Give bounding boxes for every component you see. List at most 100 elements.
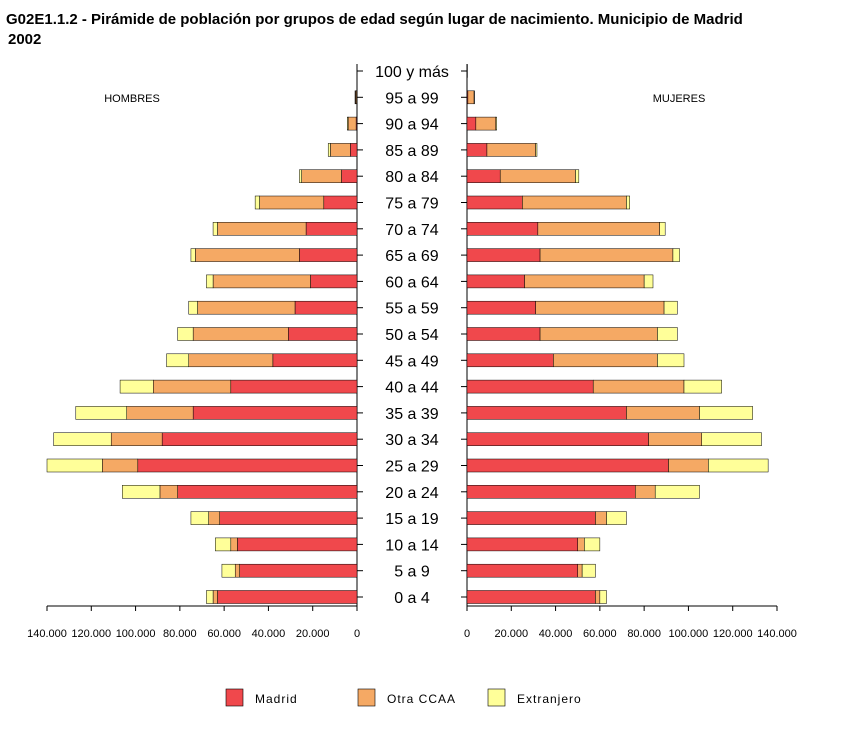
bar-hombres-extranjero-60-a-64 xyxy=(206,274,214,289)
left-tick-label-5: 100.000 xyxy=(116,628,156,640)
bar-mujeres-otra-ccaa-75-a-79 xyxy=(522,195,627,210)
age-label-30-a-34: 30 a 34 xyxy=(385,432,438,449)
bar-mujeres-madrid-75-a-79 xyxy=(466,195,523,210)
bar-mujeres-extranjero-75-a-79 xyxy=(626,195,631,210)
legend-label-extranjero: Extranjero xyxy=(517,692,582,706)
bar-mujeres-extranjero-50-a-54 xyxy=(657,327,678,341)
bar-hombres-otra-ccaa-15-a-19 xyxy=(208,511,220,525)
bar-hombres-otra-ccaa-35-a-39 xyxy=(126,406,194,420)
left-tick-label-4: 80.000 xyxy=(163,628,197,640)
bar-mujeres-madrid-90-a-94 xyxy=(466,116,477,131)
bar-mujeres-extranjero-45-a-49 xyxy=(657,353,685,368)
bar-mujeres-madrid-25-a-29 xyxy=(466,458,669,473)
bar-mujeres-extranjero-30-a-34 xyxy=(701,432,762,446)
age-label-40-a-44: 40 a 44 xyxy=(385,380,438,397)
right-tick-label-0: 0 xyxy=(464,628,470,640)
bar-hombres-otra-ccaa-75-a-79 xyxy=(259,195,325,210)
right-tick-label-6: 120.000 xyxy=(713,628,753,640)
bar-hombres-madrid-85-a-89 xyxy=(350,143,358,157)
bar-hombres-madrid-75-a-79 xyxy=(323,195,358,210)
bar-hombres-madrid-45-a-49 xyxy=(272,353,358,368)
legend-label-madrid: Madrid xyxy=(255,692,298,706)
bar-mujeres-madrid-20-a-24 xyxy=(466,485,636,499)
bar-hombres-otra-ccaa-30-a-34 xyxy=(110,432,163,446)
bar-mujeres-extranjero-80-a-84 xyxy=(575,169,580,183)
bar-hombres-otra-ccaa-10-a-14 xyxy=(230,537,238,552)
right-tick-label-3: 60.000 xyxy=(583,628,617,640)
bar-hombres-extranjero-15-a-19 xyxy=(190,511,209,525)
bar-hombres-otra-ccaa-65-a-69 xyxy=(195,248,300,262)
bar-mujeres-otra-ccaa-80-a-84 xyxy=(499,169,576,183)
bar-hombres-extranjero-0-a-4 xyxy=(206,590,214,604)
bar-mujeres-extranjero-25-a-29 xyxy=(708,458,769,473)
bar-hombres-otra-ccaa-85-a-89 xyxy=(330,143,351,157)
bar-mujeres-madrid-55-a-59 xyxy=(466,300,536,315)
age-label-95-a-99: 95 a 99 xyxy=(385,90,438,107)
bar-hombres-madrid-20-a-24 xyxy=(177,485,358,499)
bar-mujeres-madrid-85-a-89 xyxy=(466,143,488,157)
left-tick-label-6: 120.000 xyxy=(71,628,111,640)
bar-mujeres-otra-ccaa-70-a-74 xyxy=(537,222,660,236)
age-label-55-a-59: 55 a 59 xyxy=(385,301,438,318)
bar-hombres-extranjero-65-a-69 xyxy=(190,248,196,262)
bar-hombres-extranjero-45-a-49 xyxy=(166,353,189,368)
bar-mujeres-extranjero-20-a-24 xyxy=(654,485,700,499)
left-tick-label-1: 20.000 xyxy=(296,628,330,640)
legend-swatch-extranjero xyxy=(487,688,506,707)
age-label-85-a-89: 85 a 89 xyxy=(385,143,438,160)
bar-hombres-otra-ccaa-80-a-84 xyxy=(301,169,342,183)
bar-mujeres-otra-ccaa-15-a-19 xyxy=(595,511,607,525)
legend-label-otra-ccaa: Otra CCAA xyxy=(387,692,456,706)
left-tick-label-0: 0 xyxy=(354,628,360,640)
age-label-10-a-14: 10 a 14 xyxy=(385,537,438,554)
bar-mujeres-otra-ccaa-20-a-24 xyxy=(635,485,656,499)
bar-mujeres-extranjero-55-a-59 xyxy=(663,300,678,315)
bar-hombres-madrid-5-a-9 xyxy=(239,563,358,578)
age-label-45-a-49: 45 a 49 xyxy=(385,353,438,370)
bar-mujeres-otra-ccaa-5-a-9 xyxy=(577,563,583,578)
mujeres-label: MUJERES xyxy=(653,93,706,105)
bar-hombres-extranjero-85-a-89 xyxy=(327,143,331,157)
bar-mujeres-madrid-15-a-19 xyxy=(466,511,596,525)
bar-hombres-madrid-55-a-59 xyxy=(294,300,358,315)
bar-mujeres-madrid-10-a-14 xyxy=(466,537,578,552)
age-label-25-a-29: 25 a 29 xyxy=(385,459,438,476)
bar-hombres-madrid-10-a-14 xyxy=(237,537,358,552)
bar-mujeres-otra-ccaa-95-a-99 xyxy=(467,90,475,105)
bar-mujeres-madrid-40-a-44 xyxy=(466,379,594,394)
bar-mujeres-extranjero-70-a-74 xyxy=(659,222,666,236)
bar-hombres-extranjero-40-a-44 xyxy=(119,379,154,394)
bar-hombres-otra-ccaa-5-a-9 xyxy=(234,563,240,578)
bar-hombres-otra-ccaa-40-a-44 xyxy=(153,379,232,394)
bar-mujeres-madrid-50-a-54 xyxy=(466,327,541,341)
chart-title: G02E1.1.2 - Pirámide de población por gr… xyxy=(6,10,743,50)
bar-mujeres-extranjero-40-a-44 xyxy=(683,379,722,394)
age-label-35-a-39: 35 a 39 xyxy=(385,406,438,423)
bar-hombres-extranjero-10-a-14 xyxy=(215,537,232,552)
legend-swatch-otra-ccaa xyxy=(357,688,376,707)
bar-hombres-otra-ccaa-55-a-59 xyxy=(197,300,296,315)
age-label-15-a-19: 15 a 19 xyxy=(385,511,438,528)
legend-swatch-madrid xyxy=(225,688,244,707)
bar-hombres-extranjero-55-a-59 xyxy=(188,300,198,315)
age-label-70-a-74: 70 a 74 xyxy=(385,222,438,239)
bar-mujeres-extranjero-85-a-89 xyxy=(535,143,538,157)
bar-hombres-extranjero-70-a-74 xyxy=(212,222,218,236)
age-label-100-y-más: 100 y más xyxy=(375,64,449,81)
bar-hombres-extranjero-80-a-84 xyxy=(299,169,302,183)
bar-mujeres-otra-ccaa-45-a-49 xyxy=(553,353,658,368)
age-label-20-a-24: 20 a 24 xyxy=(385,485,438,502)
right-tick-label-2: 40.000 xyxy=(539,628,573,640)
age-label-5-a-9: 5 a 9 xyxy=(394,564,430,581)
bar-mujeres-otra-ccaa-10-a-14 xyxy=(577,537,585,552)
right-tick-label-7: 140.000 xyxy=(757,628,797,640)
bar-mujeres-otra-ccaa-85-a-89 xyxy=(486,143,536,157)
bar-mujeres-madrid-5-a-9 xyxy=(466,563,578,578)
bar-mujeres-otra-ccaa-55-a-59 xyxy=(535,300,665,315)
bar-hombres-madrid-25-a-29 xyxy=(137,458,358,473)
bar-mujeres-otra-ccaa-90-a-94 xyxy=(475,116,497,131)
bar-mujeres-otra-ccaa-50-a-54 xyxy=(539,327,658,341)
bar-mujeres-madrid-70-a-74 xyxy=(466,222,539,236)
bar-mujeres-extranjero-0-a-4 xyxy=(599,590,607,604)
